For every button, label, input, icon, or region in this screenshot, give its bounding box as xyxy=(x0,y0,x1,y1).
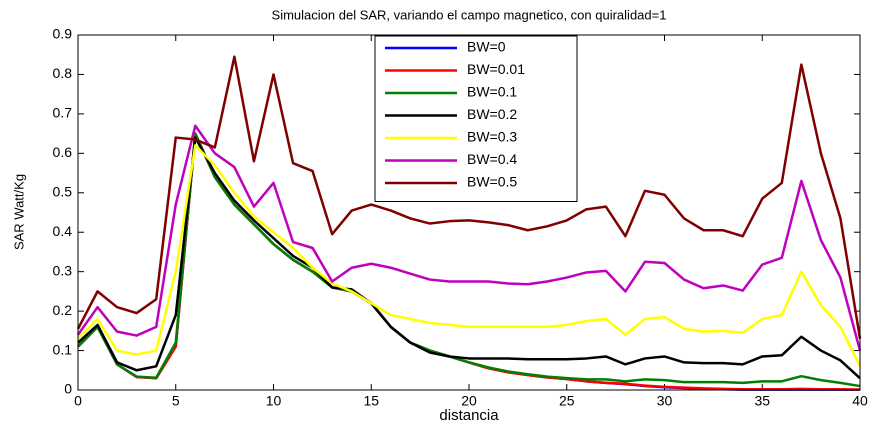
x-tick-label: 0 xyxy=(74,393,82,409)
x-tick-label: 30 xyxy=(657,393,673,409)
legend-label: BW=0 xyxy=(467,39,506,55)
y-tick-label: 0.5 xyxy=(53,183,73,199)
line-series xyxy=(77,144,862,367)
legend-label: BW=0.5 xyxy=(467,174,517,190)
legend-label: BW=0.4 xyxy=(467,151,517,167)
y-tick-label: 0 xyxy=(64,381,72,397)
y-tick-label: 0.3 xyxy=(53,262,73,278)
x-tick-label: 15 xyxy=(363,393,379,409)
x-tick-label: 35 xyxy=(754,393,770,409)
legend-label: BW=0.3 xyxy=(467,129,517,145)
y-tick-label: 0.8 xyxy=(53,65,73,81)
y-tick-label: 0.4 xyxy=(53,223,73,239)
legend-box xyxy=(374,35,578,202)
x-tick-label: 10 xyxy=(266,393,282,409)
line-series xyxy=(77,136,861,380)
axes-box xyxy=(77,34,861,391)
y-tick-label: 0.6 xyxy=(53,144,73,160)
legend-label: BW=0.01 xyxy=(467,61,525,77)
y-tick-label: 0.1 xyxy=(53,341,73,357)
y-tick-label: 0.9 xyxy=(53,26,73,42)
y-tick-label: 0.2 xyxy=(53,302,73,318)
chart-title: Simulacion del SAR, variando el campo ma… xyxy=(272,7,667,22)
y-axis-label: SAR Watt/Kg xyxy=(11,174,26,250)
y-tick-label: 0.7 xyxy=(53,105,73,121)
x-tick-label: 25 xyxy=(559,393,575,409)
x-axis-label: distancia xyxy=(439,407,499,424)
x-tick-label: 20 xyxy=(461,393,477,409)
legend-label: BW=0.1 xyxy=(467,84,517,100)
x-tick-label: 5 xyxy=(172,393,180,409)
line-series xyxy=(76,55,862,339)
x-tick-label: 40 xyxy=(852,393,868,409)
legend-label: BW=0.2 xyxy=(467,106,517,122)
